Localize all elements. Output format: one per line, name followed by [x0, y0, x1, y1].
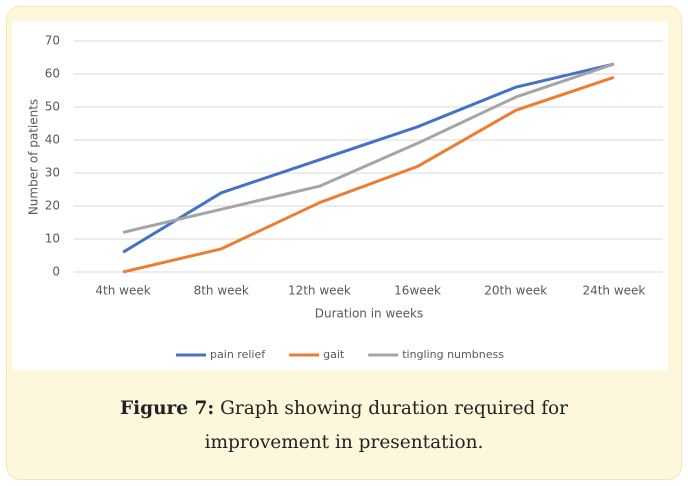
caption-text: Graph showing duration required for impr… [204, 398, 569, 453]
legend-label: pain relief [210, 348, 266, 361]
legend-label: tingling numbness [402, 348, 504, 361]
y-axis-title: Number of patients [27, 99, 41, 215]
series-line [122, 75, 615, 274]
x-axis-title: Duration in weeks [315, 307, 423, 321]
y-tick-label: 10 [45, 232, 60, 246]
y-tick-label: 70 [45, 34, 60, 48]
x-tick-label: 20th week [484, 284, 547, 298]
x-tick-label: 8th week [194, 284, 249, 298]
y-tick-label: 20 [45, 199, 60, 213]
x-tick-label: 12th week [288, 284, 351, 298]
y-tick-label: 0 [52, 265, 60, 279]
y-tick-label: 50 [45, 100, 60, 114]
legend-label: gait [323, 348, 345, 361]
chart: Duration in weeks Number of patients 0 10… [12, 22, 668, 370]
series-line [122, 62, 615, 234]
x-tick-label: 4th week [95, 284, 150, 298]
y-tick-label: 60 [45, 67, 60, 81]
y-tick-label: 40 [45, 133, 60, 147]
x-tick-label: 16week [394, 284, 441, 298]
caption-label: Figure 7: [119, 398, 215, 419]
x-tick-label: 24th week [582, 284, 645, 298]
series-line [122, 62, 615, 254]
caption: Figure 7: Graph showing duration require… [0, 392, 688, 460]
y-tick-label: 30 [45, 166, 60, 180]
